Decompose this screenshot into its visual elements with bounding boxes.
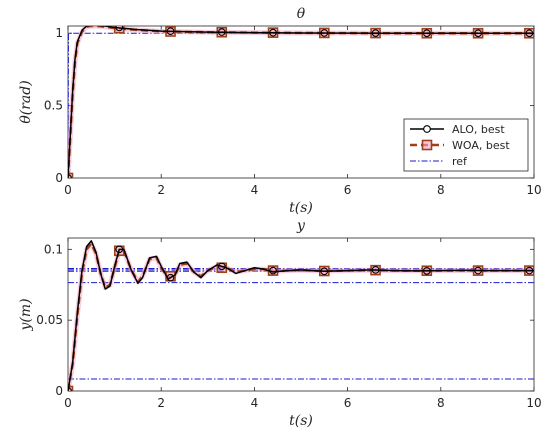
x-tick-label: 0	[64, 183, 72, 197]
legend-marker-alo	[423, 125, 431, 133]
y-tick-label: 1	[55, 26, 63, 40]
plot-area	[68, 240, 534, 391]
x-tick-label: 2	[157, 396, 165, 410]
y-tick-label: 0	[55, 384, 63, 398]
x-tick-label: 4	[251, 396, 259, 410]
x-axis-label: t(s)	[289, 413, 313, 429]
x-tick-label: 8	[437, 396, 445, 410]
plot-area	[68, 26, 534, 178]
alo-marker	[115, 26, 124, 32]
alo-marker	[166, 27, 175, 36]
y-axis-label: y(m)	[18, 298, 34, 331]
plot-title: θ	[297, 6, 306, 22]
alo-marker	[525, 29, 534, 38]
alo-marker	[474, 266, 482, 275]
y-tick-label: 0.05	[36, 313, 63, 327]
x-tick-label: 6	[344, 183, 352, 197]
x-tick-label: 10	[526, 183, 541, 197]
y-plot: 0 2 4 6 8 10 0 0.05 0.1 y t(s) y(m)	[18, 218, 542, 429]
alo-marker	[422, 29, 431, 38]
theta-plot: 0 2 4 6 8 10 0 0.5 1 θ t(s) θ(rad) ALO, best WOA, bes…	[18, 6, 542, 216]
alo-marker	[115, 245, 124, 254]
alo-marker	[269, 28, 277, 37]
y-tick-label: 0	[55, 171, 63, 185]
alo-marker	[371, 266, 380, 274]
legend-entry-label: ref	[452, 155, 468, 168]
alo-marker	[320, 267, 329, 276]
alo-marker	[320, 29, 329, 37]
alo-marker	[217, 262, 226, 271]
ref-line	[68, 32, 534, 178]
alo-marker	[422, 267, 431, 275]
alo-line	[68, 240, 534, 391]
x-tick-label: 4	[251, 183, 259, 197]
alo-marker	[166, 273, 175, 282]
alo-marker	[525, 266, 534, 275]
y-tick-label: 0.5	[44, 99, 63, 113]
x-tick-label: 0	[64, 396, 72, 410]
y-tick-label: 0.1	[44, 242, 63, 256]
x-axis-label: t(s)	[289, 200, 313, 216]
axes-frame	[67, 237, 535, 392]
legend-marker-woa	[421, 139, 433, 151]
legend-entry-label: ALO, best	[452, 123, 505, 136]
alo-marker	[68, 174, 72, 178]
x-tick-label: 2	[157, 183, 165, 197]
x-tick-label: 6	[344, 396, 352, 410]
legend: ALO, best WOA, best ref	[403, 118, 529, 172]
alo-marker	[269, 266, 277, 275]
plot-title: y	[296, 218, 306, 234]
x-tick-label: 10	[526, 396, 541, 410]
x-tick-label: 8	[437, 183, 445, 197]
alo-marker	[474, 29, 482, 38]
alo-marker	[217, 28, 226, 36]
alo-marker	[371, 29, 380, 37]
y-axis-label: θ(rad)	[18, 80, 34, 123]
legend-entry-label: WOA, best	[452, 139, 510, 152]
